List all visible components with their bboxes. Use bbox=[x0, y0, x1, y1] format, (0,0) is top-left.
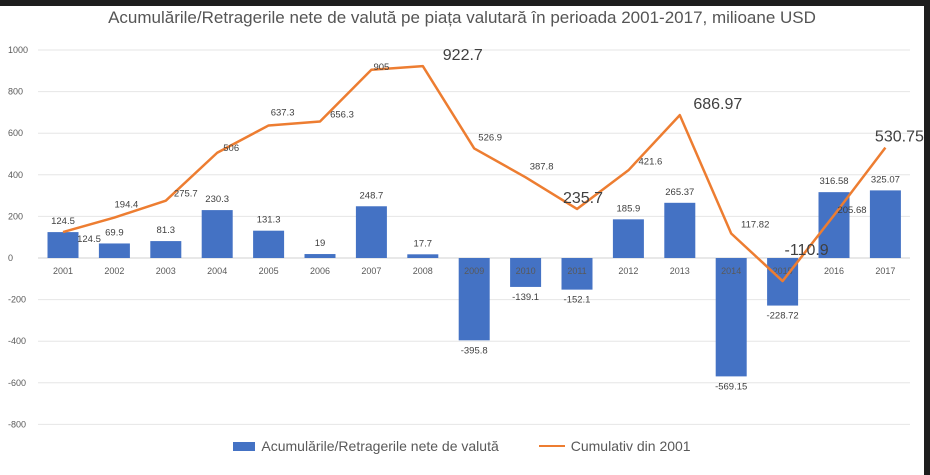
legend-label-line: Cumulativ din 2001 bbox=[570, 438, 691, 454]
line-data-label: 275.7 bbox=[174, 189, 198, 200]
x-tick-label: 2009 bbox=[464, 266, 484, 276]
legend-swatch-line bbox=[538, 445, 565, 447]
legend: Acumulările/Retragerile nete de valută C… bbox=[0, 438, 924, 454]
bar bbox=[253, 230, 285, 258]
line-data-label: 530.75 bbox=[875, 129, 924, 146]
bar-data-label: 185.9 bbox=[617, 203, 641, 214]
y-tick-label: 0 bbox=[8, 253, 13, 263]
x-tick-label: 2005 bbox=[259, 266, 279, 276]
bar bbox=[664, 202, 696, 258]
line-data-label: 905 bbox=[373, 62, 389, 73]
bar-data-label: 124.5 bbox=[51, 216, 75, 227]
bar bbox=[304, 254, 336, 258]
bar bbox=[869, 190, 901, 258]
bar-data-label: 230.3 bbox=[205, 194, 229, 205]
bar bbox=[47, 232, 79, 258]
bar bbox=[355, 206, 387, 258]
x-tick-label: 2015 bbox=[773, 266, 793, 276]
line-data-label: 656.3 bbox=[330, 109, 354, 120]
bar bbox=[458, 258, 490, 341]
x-tick-label: 2012 bbox=[618, 266, 638, 276]
line-data-label: 686.97 bbox=[693, 96, 742, 113]
bar bbox=[407, 254, 439, 258]
x-tick-label: 2010 bbox=[516, 266, 536, 276]
bar bbox=[715, 258, 747, 377]
x-tick-label: 2006 bbox=[310, 266, 330, 276]
line-data-label: -110.9 bbox=[785, 242, 829, 259]
legend-label-bar: Acumulările/Retragerile nete de valută bbox=[261, 438, 499, 454]
bar bbox=[201, 210, 233, 258]
bar bbox=[612, 219, 644, 258]
bar-data-label: 325.07 bbox=[871, 174, 900, 185]
line-data-label: 637.3 bbox=[271, 107, 295, 118]
bar-data-label: -395.8 bbox=[461, 345, 488, 356]
line-data-label: 124.5 bbox=[77, 234, 101, 245]
bar bbox=[150, 241, 182, 258]
y-tick-label: 400 bbox=[8, 170, 23, 180]
line-data-label: 387.8 bbox=[530, 161, 554, 172]
y-tick-label: 800 bbox=[8, 87, 23, 97]
bar bbox=[510, 258, 542, 287]
y-tick-label: 600 bbox=[8, 128, 23, 138]
y-tick-label: -800 bbox=[8, 419, 26, 429]
bar-data-label: 69.9 bbox=[105, 227, 124, 238]
bar-data-label: -228.72 bbox=[766, 311, 798, 322]
line-data-label: 506 bbox=[223, 143, 239, 154]
line-data-label: 194.4 bbox=[115, 200, 139, 211]
line-data-label: 235.7 bbox=[563, 190, 603, 207]
x-tick-label: 2002 bbox=[104, 266, 124, 276]
legend-item-line: Cumulativ din 2001 bbox=[538, 438, 691, 454]
bar-data-label: 131.3 bbox=[257, 215, 281, 226]
x-tick-label: 2017 bbox=[875, 266, 895, 276]
y-tick-label: -200 bbox=[8, 295, 26, 305]
line-data-label: 421.6 bbox=[639, 156, 663, 167]
bar-data-label: 17.7 bbox=[414, 238, 433, 249]
line-data-label: 205.68 bbox=[837, 205, 866, 216]
bar bbox=[561, 258, 593, 290]
x-tick-label: 2014 bbox=[721, 266, 741, 276]
bar bbox=[98, 243, 130, 258]
bar-data-label: 81.3 bbox=[157, 225, 176, 236]
bar-data-label: 19 bbox=[315, 238, 326, 249]
line-data-label: 526.9 bbox=[478, 132, 502, 143]
bar-data-label: 316.58 bbox=[819, 176, 848, 187]
y-tick-label: 200 bbox=[8, 211, 23, 221]
x-tick-label: 2003 bbox=[156, 266, 176, 276]
y-tick-label: -600 bbox=[8, 378, 26, 388]
chart-area bbox=[0, 6, 924, 475]
bar-data-label: -139.1 bbox=[512, 292, 539, 303]
y-tick-label: 1000 bbox=[8, 45, 28, 55]
chart-title: Acumulările/Retragerile nete de valută p… bbox=[108, 8, 816, 27]
legend-item-bar: Acumulările/Retragerile nete de valută bbox=[233, 438, 499, 454]
x-tick-label: 2011 bbox=[567, 266, 586, 276]
bar-data-label: 248.7 bbox=[360, 190, 384, 201]
bar-data-label: -152.1 bbox=[564, 295, 591, 306]
x-tick-label: 2001 bbox=[53, 266, 73, 276]
cumulative-line bbox=[62, 64, 887, 283]
line-data-label: 922.7 bbox=[443, 47, 483, 64]
x-tick-label: 2004 bbox=[207, 266, 227, 276]
legend-swatch-bar bbox=[233, 441, 256, 451]
x-tick-label: 2016 bbox=[824, 266, 844, 276]
line-data-label: 117.82 bbox=[741, 219, 769, 230]
x-tick-label: 2013 bbox=[670, 266, 690, 276]
bar-data-label: 265.37 bbox=[665, 187, 694, 198]
y-tick-label: -400 bbox=[8, 336, 26, 346]
bar-data-label: -569.15 bbox=[715, 381, 747, 392]
x-tick-label: 2007 bbox=[361, 266, 381, 276]
x-tick-label: 2008 bbox=[413, 266, 433, 276]
